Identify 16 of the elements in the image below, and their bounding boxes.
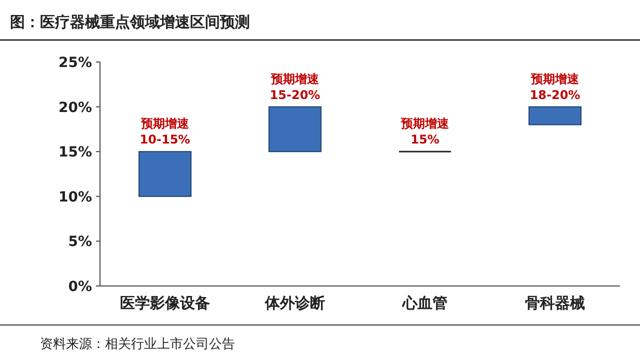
text: 资料来源：相关行业上市公司公告 [40, 337, 235, 352]
y-tick-label: 25% [58, 55, 92, 71]
x-tick-label: 骨科器械 [525, 294, 585, 312]
y-tick-label: 15% [58, 144, 92, 161]
y-tick-label: 20% [58, 100, 92, 116]
y-tick-label: 10% [58, 189, 92, 206]
x-tick-label: 体外诊断 [264, 294, 325, 312]
annotation: 预期增速 10-15% [140, 116, 190, 147]
annotation: 预期增速 18-20% [530, 72, 580, 102]
annotation: 预期增速 15-20% [270, 72, 320, 102]
x-tick-label: 医学影像设备 [120, 294, 210, 312]
annotation: 预期增速 15% [400, 116, 450, 147]
chart-title: 图：医疗器械重点领域增速区间预测 [10, 13, 250, 31]
x-tick-label: 心血管 [402, 294, 448, 312]
y-tick-label: 0% [68, 279, 92, 295]
y-tick-label: 5% [68, 234, 92, 250]
